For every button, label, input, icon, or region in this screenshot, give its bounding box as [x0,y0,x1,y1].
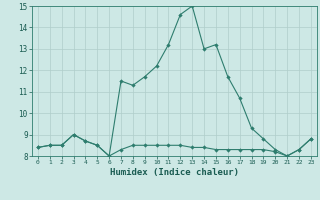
X-axis label: Humidex (Indice chaleur): Humidex (Indice chaleur) [110,168,239,177]
